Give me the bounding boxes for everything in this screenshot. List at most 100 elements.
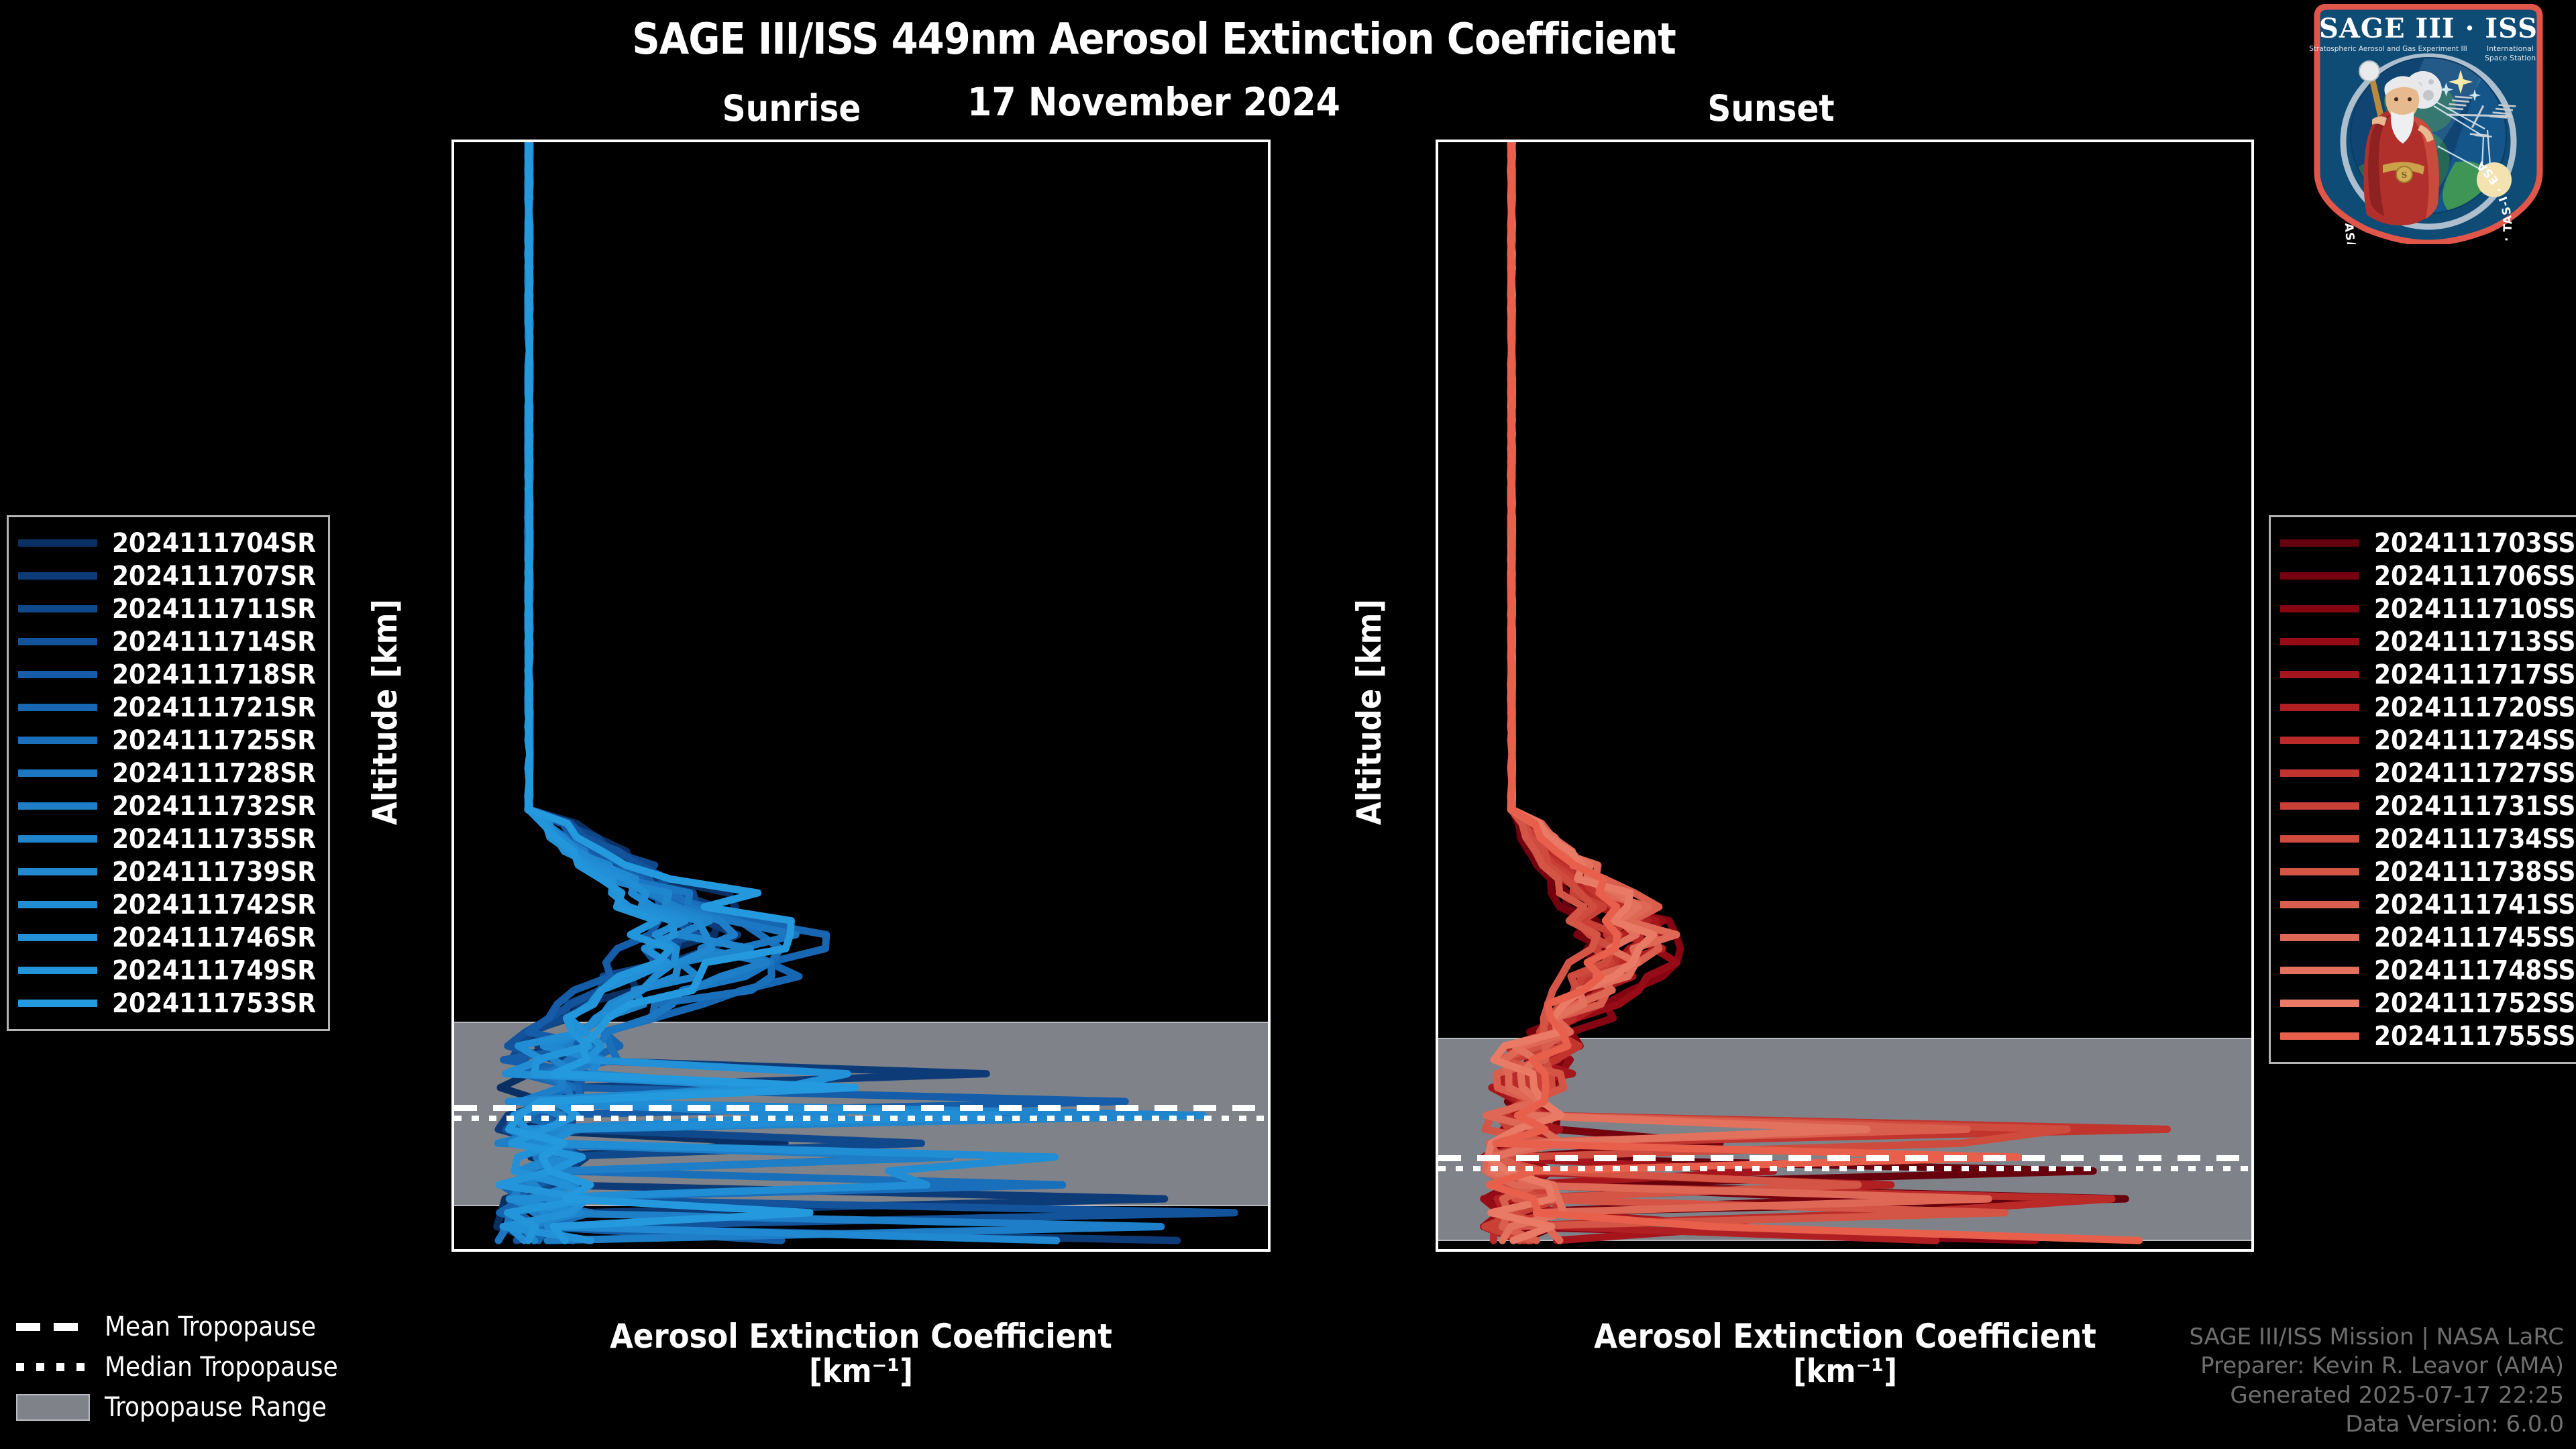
legend-item-median-tropopause: Median Tropopause (16, 1347, 338, 1387)
legend-color-swatch-icon (18, 769, 97, 777)
svg-text:SAGE III · ISS: SAGE III · ISS (2319, 13, 2538, 44)
svg-text:Stratospheric Aerosol and Gas: Stratospheric Aerosol and Gas Experiment… (2309, 45, 2467, 53)
legend-item-2024111720SS[interactable]: 2024111720SS (2280, 691, 2575, 724)
legend-color-swatch-icon (2280, 539, 2359, 547)
sunrise-plot-area: 1015202530354045500.0000.0020.0040.0060.… (454, 142, 1268, 1249)
legend-color-swatch-icon (18, 638, 97, 645)
legend-item-2024111739SR[interactable]: 2024111739SR (18, 855, 316, 888)
x-axis-tick-mark (1106, 1249, 1108, 1252)
y-axis-tick-mark (451, 542, 454, 545)
legend-color-swatch-icon (2280, 802, 2359, 810)
legend-color-swatch-icon (2280, 638, 2359, 645)
legend-item-2024111738SS[interactable]: 2024111738SS (2280, 855, 2575, 888)
legend-color-swatch-icon (2280, 1032, 2359, 1040)
legend-label: 2024111703SS (2374, 527, 2576, 559)
legend-item-2024111714SR[interactable]: 2024111714SR (18, 625, 316, 658)
legend-item-2024111713SS[interactable]: 2024111713SS (2280, 625, 2575, 658)
sage-iii-iss-mission-patch-logo: SAGE III · ISS Stratospheric Aerosol and… (2284, 0, 2568, 312)
sunset-series-lines (1480, 142, 2171, 1244)
legend-item-2024111755SS[interactable]: 2024111755SS (2280, 1020, 2575, 1053)
legend-item-2024111718SR[interactable]: 2024111718SR (18, 658, 316, 691)
legend-color-swatch-icon (2280, 572, 2359, 580)
legend-item-2024111707SR[interactable]: 2024111707SR (18, 559, 316, 592)
sunset-series-legend: 2024111703SS 2024111706SS 2024111710SS 2024… (2269, 515, 2576, 1064)
page-subtitle-date: 17 November 2024 (967, 79, 1340, 125)
legend-item-2024111741SS[interactable]: 2024111741SS (2280, 888, 2575, 921)
series-line (1485, 142, 2143, 1244)
legend-item-2024111749SR[interactable]: 2024111749SR (18, 954, 316, 987)
x-axis-tick-mark (1650, 1249, 1652, 1252)
legend-item-2024111732SR[interactable]: 2024111732SR (18, 790, 316, 822)
dashed-line-icon (16, 1323, 90, 1331)
legend-label: 2024111732SR (112, 790, 317, 822)
legend-label: 2024111721SR (112, 692, 317, 723)
legend-item-tropopause-range: Tropopause Range (16, 1387, 338, 1428)
sunrise-x-axis-title: Aerosol Extinction Coefficient (610, 1317, 1112, 1356)
legend-item-2024111724SS[interactable]: 2024111724SS (2280, 724, 2575, 757)
legend-item-2024111711SR[interactable]: 2024111711SR (18, 592, 316, 625)
series-line (505, 142, 859, 1244)
legend-label: 2024111706SS (2374, 560, 2576, 592)
legend-item-2024111728SR[interactable]: 2024111728SR (18, 757, 316, 790)
x-axis-tick-mark (812, 1249, 814, 1252)
series-line (1481, 142, 2171, 1244)
legend-label-tropopause-range: Tropopause Range (105, 1392, 327, 1423)
legend-item-2024111735SR[interactable]: 2024111735SR (18, 822, 316, 855)
mean-tropopause-line (1438, 1155, 2251, 1162)
svg-text:S: S (2402, 170, 2408, 180)
legend-item-2024111725SR[interactable]: 2024111725SR (18, 724, 316, 757)
legend-label: 2024111727SS (2374, 757, 2576, 789)
filled-box-icon (16, 1394, 90, 1421)
x-axis-tick-mark (1943, 1249, 1945, 1252)
sunrise-x-axis-unit: [km⁻¹] (809, 1352, 913, 1390)
legend-color-swatch-icon (18, 1000, 97, 1007)
legend-item-2024111746SR[interactable]: 2024111746SR (18, 921, 316, 954)
legend-label: 2024111753SR (112, 987, 317, 1019)
legend-item-2024111731SS[interactable]: 2024111731SS (2280, 790, 2575, 822)
credits-line-preparer: Preparer: Kevin R. Leavor (AMA) (2200, 1352, 2564, 1380)
y-axis-tick-mark (451, 676, 454, 678)
legend-item-2024111752SS[interactable]: 2024111752SS (2280, 987, 2575, 1020)
legend-color-swatch-icon (18, 671, 97, 678)
legend-item-2024111745SS[interactable]: 2024111745SS (2280, 921, 2575, 954)
legend-label: 2024111724SS (2374, 724, 2576, 756)
y-axis-tick-mark (451, 1210, 454, 1213)
legend-label: 2024111714SR (112, 626, 317, 657)
legend-item-2024111703SS[interactable]: 2024111703SS (2280, 527, 2575, 559)
x-axis-tick-mark (1503, 1249, 1505, 1252)
legend-label: 2024111713SS (2374, 626, 2576, 657)
credits-line-generated: Generated 2025-07-17 22:25 (2230, 1381, 2564, 1409)
legend-color-swatch-icon (18, 967, 97, 974)
legend-label: 2024111710SS (2374, 593, 2576, 625)
svg-text:International: International (2487, 44, 2534, 53)
legend-item-2024111706SS[interactable]: 2024111706SS (2280, 559, 2575, 592)
legend-item-2024111734SS[interactable]: 2024111734SS (2280, 822, 2575, 855)
legend-label: 2024111725SR (112, 724, 317, 756)
legend-label: 2024111717SS (2374, 659, 2576, 690)
legend-item-2024111704SR[interactable]: 2024111704SR (18, 527, 316, 559)
y-axis-tick-mark (1436, 943, 1438, 946)
legend-label: 2024111738SS (2374, 856, 2576, 888)
sunrise-x-axis-label: Aerosol Extinction Coefficient [km⁻¹] (451, 1319, 1271, 1388)
legend-label: 2024111707SR (112, 560, 317, 592)
sunset-panel-title: Sunset (1707, 87, 1835, 129)
legend-item-mean-tropopause: Mean Tropopause (16, 1307, 338, 1347)
legend-item-2024111742SR[interactable]: 2024111742SR (18, 888, 316, 921)
legend-item-2024111753SR[interactable]: 2024111753SR (18, 987, 316, 1020)
legend-label: 2024111731SS (2374, 790, 2576, 822)
legend-item-2024111727SS[interactable]: 2024111727SS (2280, 757, 2575, 790)
legend-color-swatch-icon (2280, 1000, 2359, 1007)
legend-item-2024111717SS[interactable]: 2024111717SS (2280, 658, 2575, 691)
legend-label: 2024111718SR (112, 659, 317, 690)
legend-color-swatch-icon (2280, 671, 2359, 678)
legend-item-2024111748SS[interactable]: 2024111748SS (2280, 954, 2575, 987)
y-axis-tick-mark (451, 809, 454, 812)
legend-label: 2024111739SR (112, 856, 317, 888)
y-axis-tick-mark (451, 1077, 454, 1079)
sunset-x-axis-unit: [km⁻¹] (1793, 1352, 1897, 1390)
legend-item-2024111710SS[interactable]: 2024111710SS (2280, 592, 2575, 625)
legend-label: 2024111745SS (2374, 922, 2576, 953)
legend-item-2024111721SR[interactable]: 2024111721SR (18, 691, 316, 724)
legend-label: 2024111746SR (112, 922, 317, 953)
y-axis-tick-mark (1436, 676, 1438, 678)
